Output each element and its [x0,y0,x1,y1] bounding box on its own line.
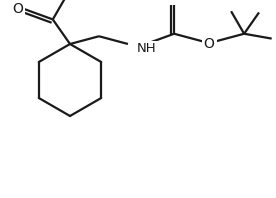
Text: O: O [204,36,214,50]
Text: O: O [12,2,23,16]
Text: NH: NH [137,43,156,55]
Text: O: O [168,0,179,3]
